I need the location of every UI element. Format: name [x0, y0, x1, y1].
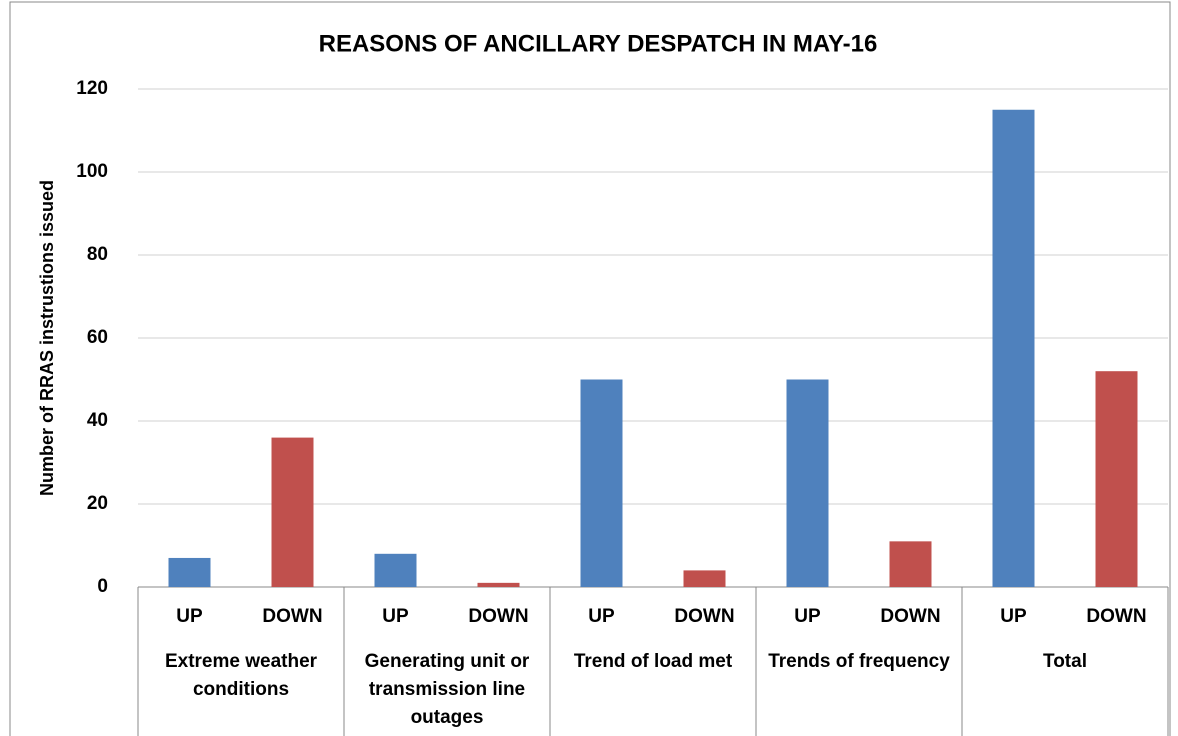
bar: [271, 437, 314, 587]
group-label: Total: [1043, 651, 1087, 672]
bar: [683, 570, 726, 587]
chart-border: [9, 1, 1171, 736]
x-tick-label: UP: [382, 606, 409, 627]
y-tick-label: 80: [87, 244, 108, 265]
x-tick-label: UP: [176, 606, 203, 627]
bar: [1095, 371, 1138, 587]
group-label: Trends of frequency: [768, 651, 950, 672]
bar: [786, 379, 829, 587]
y-tick-label: 120: [76, 78, 108, 99]
x-tick-label: UP: [588, 606, 615, 627]
bar: [889, 541, 932, 587]
bar: [580, 379, 623, 587]
y-tick-label: 60: [87, 327, 108, 348]
x-tick-label: UP: [794, 606, 821, 627]
bar: [374, 553, 417, 587]
group-label: Trend of load met: [573, 651, 733, 672]
x-tick-label: DOWN: [262, 606, 322, 627]
y-axis-label: Number of RRAS instrustions issued: [37, 180, 57, 496]
y-tick-label: 0: [97, 576, 108, 597]
bar: [168, 557, 211, 587]
group-label: Generating unit or transmission line out…: [364, 651, 530, 728]
x-tick-label: DOWN: [1086, 606, 1146, 627]
group-label: Extreme weather conditions: [164, 651, 318, 700]
bar: [477, 582, 520, 587]
bar: [992, 109, 1035, 587]
x-tick-label: DOWN: [674, 606, 734, 627]
y-tick-label: 20: [87, 493, 108, 514]
x-tick-label: DOWN: [468, 606, 528, 627]
chart-title: REASONS OF ANCILLARY DESPATCH IN MAY-16: [319, 30, 878, 57]
x-tick-label: DOWN: [880, 606, 940, 627]
x-tick-label: UP: [1000, 606, 1027, 627]
y-tick-label: 40: [87, 410, 108, 431]
y-tick-label: 100: [76, 161, 108, 182]
